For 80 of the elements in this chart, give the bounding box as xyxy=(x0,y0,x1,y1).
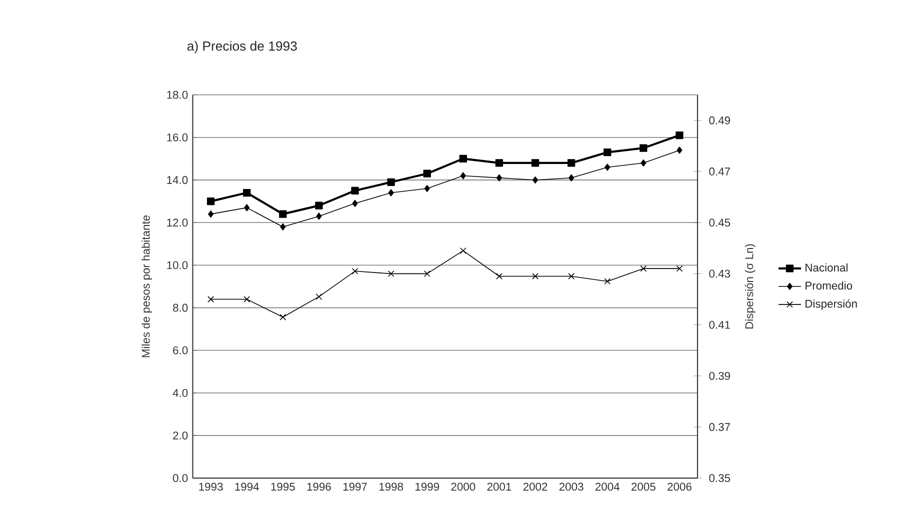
point xyxy=(532,176,538,184)
y-tick-label: 10.0 xyxy=(167,261,188,270)
x-tick-label: 1997 xyxy=(343,482,367,491)
point xyxy=(568,174,574,182)
point xyxy=(280,223,286,231)
x-tick-label: 1993 xyxy=(199,482,223,491)
point xyxy=(568,273,575,280)
x-tick-label: 1994 xyxy=(235,482,259,491)
point xyxy=(316,294,322,300)
point xyxy=(424,185,430,192)
point xyxy=(496,174,502,182)
point xyxy=(460,248,466,254)
point xyxy=(459,155,467,163)
point xyxy=(243,189,251,197)
point xyxy=(568,159,576,167)
y-tick-label: 8.0 xyxy=(173,304,188,312)
x-tick-label: 2006 xyxy=(668,482,692,491)
point xyxy=(604,148,612,156)
point xyxy=(387,178,395,186)
point xyxy=(351,187,359,195)
point xyxy=(316,212,322,220)
point xyxy=(206,198,215,206)
x-tick-label: 1995 xyxy=(271,482,295,491)
y-tick-label: 18.0 xyxy=(167,91,188,99)
y2-axis-title: Dispersión (σ Ln) xyxy=(744,244,756,329)
point xyxy=(496,273,502,280)
point xyxy=(676,266,683,272)
y2-tick-label: 0.47 xyxy=(709,168,730,176)
point xyxy=(279,210,287,218)
x-tick-label: 2003 xyxy=(559,482,584,491)
y2-tick-label: 0.37 xyxy=(709,423,730,432)
point xyxy=(495,159,504,167)
x-tick-label: 2005 xyxy=(632,482,656,491)
x-tick-label: 2000 xyxy=(451,482,476,491)
point xyxy=(424,270,430,278)
point xyxy=(280,314,286,320)
y2-tick-label: 0.35 xyxy=(709,474,730,482)
x-tick-label: 2004 xyxy=(595,482,620,491)
point xyxy=(315,202,323,210)
x-tick-label: 1999 xyxy=(416,482,440,491)
y-tick-label: 16.0 xyxy=(167,134,188,142)
y2-tick-label: 0.43 xyxy=(709,270,730,278)
point xyxy=(676,132,684,140)
point xyxy=(640,144,648,152)
point xyxy=(244,204,250,212)
point xyxy=(460,172,466,180)
y-tick-label: 4.0 xyxy=(172,389,188,398)
chart-title: a) Precios de 1993 xyxy=(187,41,297,54)
y2-tick-label: 0.45 xyxy=(709,218,730,227)
point xyxy=(352,268,358,274)
point xyxy=(640,160,646,167)
y-tick-label: 2.0 xyxy=(173,432,188,440)
y2-tick-label: 0.49 xyxy=(709,116,730,125)
point xyxy=(388,189,394,197)
point xyxy=(208,296,214,303)
legend-label: Nacional xyxy=(806,264,848,272)
y2-tick-label: 0.39 xyxy=(709,372,730,380)
y-tick-label: 6.0 xyxy=(173,346,188,354)
point xyxy=(352,200,358,208)
x-tick-label: 1996 xyxy=(307,482,331,491)
point xyxy=(208,210,214,218)
legend-label: Promedio xyxy=(806,282,852,290)
x-tick-label: 2002 xyxy=(523,482,548,491)
x-tick-label: 2001 xyxy=(487,482,512,491)
legend-label: Dispersión xyxy=(806,300,857,310)
point xyxy=(676,146,682,154)
point xyxy=(640,266,647,272)
y-tick-label: 0.0 xyxy=(172,474,188,482)
y2-tick-label: 0.41 xyxy=(709,321,730,329)
point xyxy=(604,164,610,171)
y-tick-label: 14.0 xyxy=(167,176,188,184)
point xyxy=(532,273,538,280)
y-tick-label: 12.0 xyxy=(167,218,188,227)
point xyxy=(604,278,611,285)
point xyxy=(423,170,431,178)
point xyxy=(244,296,250,303)
y-axis-title: Miles de pesos por habitante xyxy=(142,216,152,358)
point xyxy=(531,159,540,167)
x-tick-label: 1998 xyxy=(379,482,404,491)
point xyxy=(388,270,394,278)
